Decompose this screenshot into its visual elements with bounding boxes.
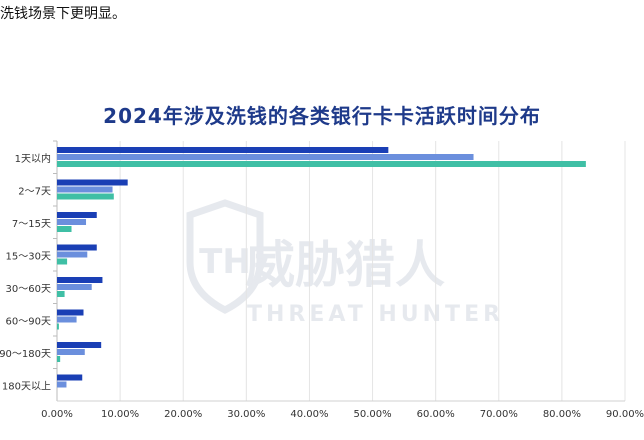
bar: [57, 179, 128, 186]
bar: [57, 219, 87, 225]
x-tick-label: 60.00%: [417, 409, 455, 420]
intro-text: 洗钱场景下更明显。: [0, 6, 126, 22]
watermark-shield-icon: [186, 199, 264, 314]
category-label: 30～60天: [6, 284, 51, 295]
bar: [57, 212, 97, 218]
category-label: 1天以内: [15, 152, 51, 165]
bar: [57, 226, 72, 232]
category-label: 7～15天: [12, 219, 51, 230]
x-tick-label: 50.00%: [353, 409, 391, 420]
bar: [57, 284, 92, 290]
watermark-monogram: TH: [199, 242, 251, 282]
bar: [57, 251, 88, 258]
x-tick-label: 0.00%: [41, 409, 73, 420]
bar: [57, 147, 389, 153]
bar: [57, 316, 77, 323]
x-tick-label: 80.00%: [543, 409, 581, 420]
bar: [57, 356, 61, 362]
category-label: 15～30天: [6, 252, 51, 263]
x-tick-label: 30.00%: [227, 409, 265, 420]
bar: [57, 323, 59, 330]
bar: [57, 154, 474, 160]
bar: [57, 342, 102, 348]
category-label: 180天以上: [2, 381, 51, 393]
bar: [57, 244, 97, 251]
watermark-brand-en: THREAT HUNTER: [247, 302, 504, 327]
category-label: 60～90天: [6, 317, 51, 328]
chart-title: 2024年涉及洗钱的各类银行卡卡活跃时间分布: [103, 104, 541, 128]
bar: [57, 291, 65, 297]
watermark-brand-cn: 威胁猎人: [245, 236, 445, 294]
bar: [57, 258, 68, 265]
x-tick-label: 70.00%: [480, 409, 518, 420]
bar: [57, 309, 84, 316]
bar: [57, 193, 114, 200]
x-tick-label: 40.00%: [290, 409, 328, 420]
category-label: 90～180天: [0, 349, 51, 360]
bar: [57, 381, 67, 388]
bar: [57, 277, 103, 283]
x-tick-label: 10.00%: [101, 409, 139, 420]
bar: [57, 186, 113, 193]
category-label: 2～7天: [18, 187, 51, 198]
bar: [57, 161, 586, 167]
bar: [57, 349, 85, 355]
x-tick-label: 90.00%: [606, 409, 644, 420]
bar: [57, 374, 83, 381]
x-tick-label: 20.00%: [164, 409, 202, 420]
